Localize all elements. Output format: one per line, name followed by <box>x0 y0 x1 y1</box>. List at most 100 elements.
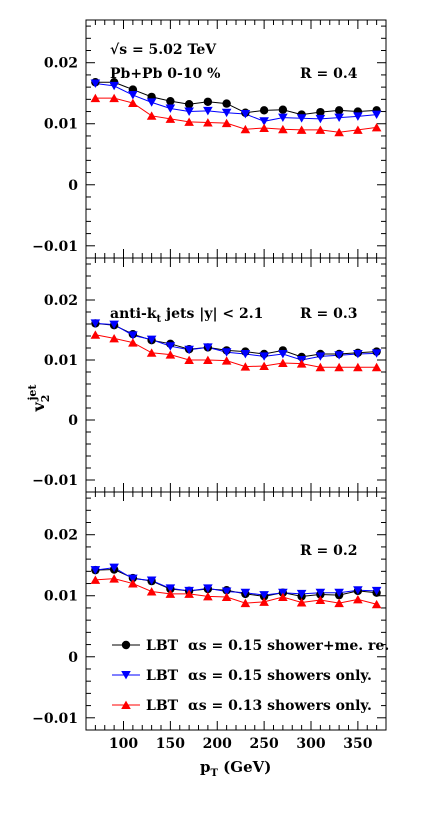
y-tick-label: 0.02 <box>44 56 78 72</box>
data-point-series-2 <box>184 345 194 355</box>
data-point-series-2 <box>259 591 269 600</box>
data-point-series-2 <box>334 113 344 123</box>
data-point-series-2 <box>240 588 251 598</box>
jets-label-prefix: anti-k <box>110 306 157 322</box>
data-point-series-3 <box>146 587 157 596</box>
data-point-series-1 <box>222 99 231 108</box>
y-tick-label: 0 <box>68 413 78 429</box>
series-line-2 <box>95 567 377 596</box>
y-tick-label: −0.01 <box>32 711 78 727</box>
y-tick-label: 0.02 <box>44 528 78 544</box>
panel-3: −0.01 0 0.01 0.02 100 150 200 250 300 350 <box>32 491 387 752</box>
data-point-series-3 <box>315 595 326 605</box>
y-tick-label: −0.01 <box>32 239 78 255</box>
data-point-series-2 <box>128 91 138 100</box>
y-tick-label: −0.01 <box>32 473 78 489</box>
data-point-series-3 <box>109 334 119 343</box>
data-point-series-2 <box>315 352 326 361</box>
series-line-2 <box>95 322 377 361</box>
data-point-series-2 <box>90 79 101 88</box>
data-point-series-3 <box>109 93 119 103</box>
data-point-series-1 <box>259 106 269 115</box>
data-point-series-3 <box>296 359 307 368</box>
x-tick-label: 300 <box>296 736 325 752</box>
data-point-series-3 <box>353 595 363 604</box>
data-point-series-3 <box>296 598 307 607</box>
jets-label: anti-kt jets |y| < 2.1 <box>110 306 263 325</box>
data-point-series-3 <box>165 350 176 359</box>
legend: LBT αs = 0.15 shower+me. re. LBT αs = 0.15 … <box>112 638 389 714</box>
data-point-series-3 <box>240 124 251 134</box>
data-point-series-1 <box>334 106 344 115</box>
data-point-series-2 <box>165 584 176 593</box>
panels: −0.01 0 0.01 0.02 −0.01 0 0.01 0.02 −0.01 0 0.01 0.… <box>32 19 387 752</box>
data-point-series-2 <box>240 350 251 359</box>
y-axis-label-sup: jet <box>26 384 39 402</box>
data-point-series-3 <box>371 362 382 372</box>
jets-label-sub: t <box>157 314 162 325</box>
legend-label: αs = 0.15 showers only. <box>188 668 372 684</box>
r-label-top: R = 0.4 <box>300 66 358 82</box>
y-tick-label: 0.01 <box>44 589 78 605</box>
x-tick-label: 250 <box>250 736 279 752</box>
data-point-series-3 <box>109 574 119 583</box>
jets-label-suffix: jets |y| < 2.1 <box>161 306 263 322</box>
data-point-series-3 <box>315 362 326 372</box>
y-tick-label: 0.01 <box>44 117 78 133</box>
data-point-series-2 <box>315 588 326 598</box>
series-line-3 <box>95 97 377 133</box>
sqrt-s-label: √s = 5.02 TeV <box>110 42 217 58</box>
legend-label: αs = 0.15 shower+me. re. <box>188 638 389 654</box>
data-point-series-2 <box>146 335 157 344</box>
r-label-bot: R = 0.2 <box>300 543 357 559</box>
data-point-series-1 <box>184 100 194 109</box>
legend-marker <box>121 700 131 709</box>
data-point-series-1 <box>278 105 288 114</box>
data-point-series-3 <box>184 117 194 126</box>
data-point-series-3 <box>221 592 232 601</box>
y-tick-label: 0.02 <box>44 293 78 309</box>
data-point-series-3 <box>278 358 288 367</box>
series-line-1 <box>95 322 377 358</box>
data-point-series-3 <box>165 114 176 123</box>
series-line-1 <box>95 81 377 116</box>
data-point-series-2 <box>353 350 363 359</box>
legend-marker <box>121 640 131 650</box>
data-point-series-3 <box>203 118 213 127</box>
series-line-2 <box>95 82 377 122</box>
data-point-series-2 <box>184 107 194 116</box>
data-point-series-3 <box>259 597 269 606</box>
x-axis-label-suffix: (GeV) <box>218 758 271 776</box>
data-point-series-3 <box>184 355 194 364</box>
y-tick-label: 0.01 <box>44 353 78 369</box>
data-point-series-3 <box>240 362 251 371</box>
series-line-3 <box>95 578 377 605</box>
data-point-series-3 <box>90 575 101 584</box>
data-point-series-2 <box>221 587 232 596</box>
data-point-series-2 <box>240 109 251 119</box>
legend-prefix: LBT <box>146 638 179 654</box>
data-point-series-2 <box>90 566 101 575</box>
data-point-series-2 <box>353 586 363 595</box>
x-axis-label-sub: T <box>211 768 219 779</box>
data-point-series-2 <box>334 351 344 360</box>
data-point-series-2 <box>371 349 382 358</box>
panel-2: −0.01 0 0.01 0.02 <box>32 257 387 493</box>
data-point-series-2 <box>278 350 288 359</box>
legend-item-3: LBT αs = 0.13 showers only. <box>112 698 372 714</box>
data-point-series-3 <box>165 589 176 598</box>
data-point-series-2 <box>203 343 213 352</box>
data-point-series-2 <box>128 331 138 340</box>
data-point-series-3 <box>146 111 157 120</box>
data-point-series-3 <box>221 356 232 365</box>
data-point-series-3 <box>128 98 138 107</box>
data-point-series-3 <box>334 362 344 372</box>
data-point-series-3 <box>203 591 213 601</box>
legend-item-1: LBT αs = 0.15 shower+me. re. <box>112 638 389 654</box>
y-tick-label: 0 <box>68 178 78 194</box>
data-point-series-3 <box>128 338 138 347</box>
x-tick-label: 200 <box>203 736 232 752</box>
data-point-series-3 <box>259 123 269 133</box>
data-point-series-2 <box>371 110 382 119</box>
